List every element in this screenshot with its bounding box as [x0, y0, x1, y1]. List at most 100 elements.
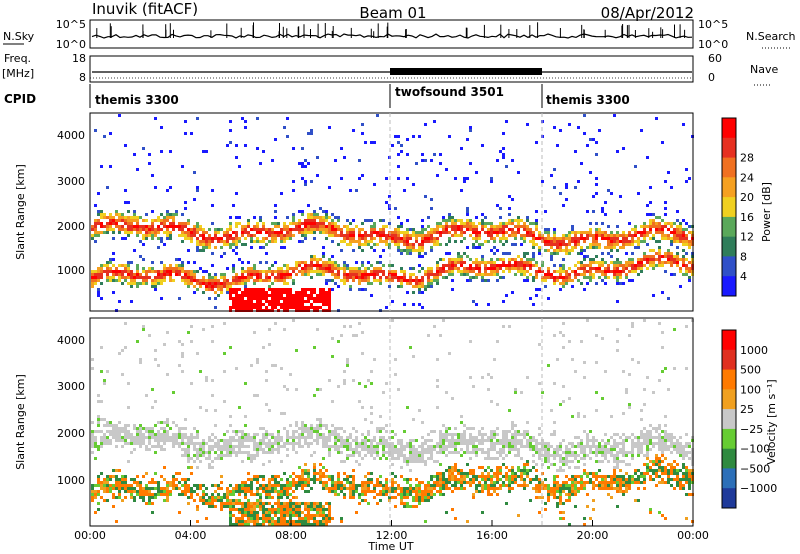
heatmap-cell [91, 499, 94, 502]
heatmap-cell [232, 303, 235, 306]
heatmap-cell [484, 273, 487, 276]
heatmap-cell [658, 231, 661, 234]
heatmap-cell [574, 231, 577, 234]
heatmap-cell [169, 493, 172, 496]
heatmap-cell [271, 520, 274, 523]
heatmap-cell [118, 273, 121, 276]
heatmap-cell [577, 231, 580, 234]
heatmap-cell [484, 225, 487, 228]
heatmap-cell [406, 496, 409, 499]
heatmap-cell [262, 490, 265, 493]
heatmap-cell [208, 439, 211, 442]
heatmap-cell [208, 282, 211, 285]
heatmap-cell [334, 484, 337, 487]
heatmap-cell [253, 445, 256, 448]
heatmap-cell [229, 306, 232, 309]
heatmap-cell [193, 454, 196, 457]
heatmap-cell [496, 249, 499, 252]
heatmap-cell [379, 219, 382, 222]
heatmap-cell [229, 445, 232, 448]
heatmap-cell [133, 436, 136, 439]
heatmap-cell [499, 207, 502, 210]
heatmap-cell [244, 228, 247, 231]
heatmap-cell [481, 427, 484, 430]
heatmap-cell [229, 505, 232, 508]
heatmap-cell [415, 457, 418, 460]
heatmap-cell [145, 430, 148, 433]
heatmap-cell [208, 445, 211, 448]
heatmap-cell [325, 282, 328, 285]
heatmap-cell [478, 234, 481, 237]
heatmap-cell [211, 340, 214, 343]
heatmap-cell [247, 484, 250, 487]
heatmap-cell [229, 439, 232, 442]
heatmap-cell [319, 520, 322, 523]
heatmap-cell [169, 276, 172, 279]
power-ytick-2000: 2000 [57, 220, 85, 233]
heatmap-cell [568, 123, 571, 126]
heatmap-cell [430, 279, 433, 282]
heatmap-cell [250, 288, 253, 291]
heatmap-cell [289, 505, 292, 508]
heatmap-cell [505, 231, 508, 234]
heatmap-cell [265, 306, 268, 309]
heatmap-cell [316, 514, 319, 517]
heatmap-cell [175, 273, 178, 276]
heatmap-cell [478, 222, 481, 225]
heatmap-cell [268, 228, 271, 231]
heatmap-cell [394, 273, 397, 276]
heatmap-cell [301, 306, 304, 309]
heatmap-cell [274, 322, 277, 325]
heatmap-cell [442, 484, 445, 487]
heatmap-cell [232, 231, 235, 234]
heatmap-cell [430, 475, 433, 478]
heatmap-cell [229, 282, 232, 285]
heatmap-cell [436, 264, 439, 267]
heatmap-cell [568, 243, 571, 246]
heatmap-cell [370, 382, 373, 385]
heatmap-cell [487, 466, 490, 469]
heatmap-cell [112, 231, 115, 234]
heatmap-cell [97, 418, 100, 421]
heatmap-cell [364, 279, 367, 282]
heatmap-cell [589, 261, 592, 264]
heatmap-cell [637, 267, 640, 270]
heatmap-cell [319, 433, 322, 436]
heatmap-cell [475, 436, 478, 439]
heatmap-cell [436, 460, 439, 463]
heatmap-cell [130, 270, 133, 273]
heatmap-cell [616, 276, 619, 279]
heatmap-cell [262, 448, 265, 451]
heatmap-cell [307, 481, 310, 484]
heatmap-cell [652, 213, 655, 216]
heatmap-cell [166, 433, 169, 436]
heatmap-cell [97, 192, 100, 195]
heatmap-cell [436, 261, 439, 264]
heatmap-cell [238, 523, 241, 526]
heatmap-cell [250, 505, 253, 508]
heatmap-cell [475, 303, 478, 306]
heatmap-cell [616, 225, 619, 228]
heatmap-cell [418, 135, 421, 138]
heatmap-cell [400, 285, 403, 288]
heatmap-cell [298, 505, 301, 508]
heatmap-cell [364, 448, 367, 451]
heatmap-cell [142, 237, 145, 240]
heatmap-cell [514, 445, 517, 448]
heatmap-cell [139, 481, 142, 484]
heatmap-cell [490, 469, 493, 472]
heatmap-cell [535, 222, 538, 225]
heatmap-cell [511, 219, 514, 222]
heatmap-cell [283, 511, 286, 514]
heatmap-cell [280, 273, 283, 276]
heatmap-cell [619, 273, 622, 276]
heatmap-cell [556, 276, 559, 279]
heatmap-cell [496, 466, 499, 469]
heatmap-cell [370, 264, 373, 267]
heatmap-cell [220, 454, 223, 457]
heatmap-cell [154, 472, 157, 475]
heatmap-cell [325, 445, 328, 448]
heatmap-cell [247, 306, 250, 309]
heatmap-cell [97, 478, 100, 481]
heatmap-cell [373, 183, 376, 186]
